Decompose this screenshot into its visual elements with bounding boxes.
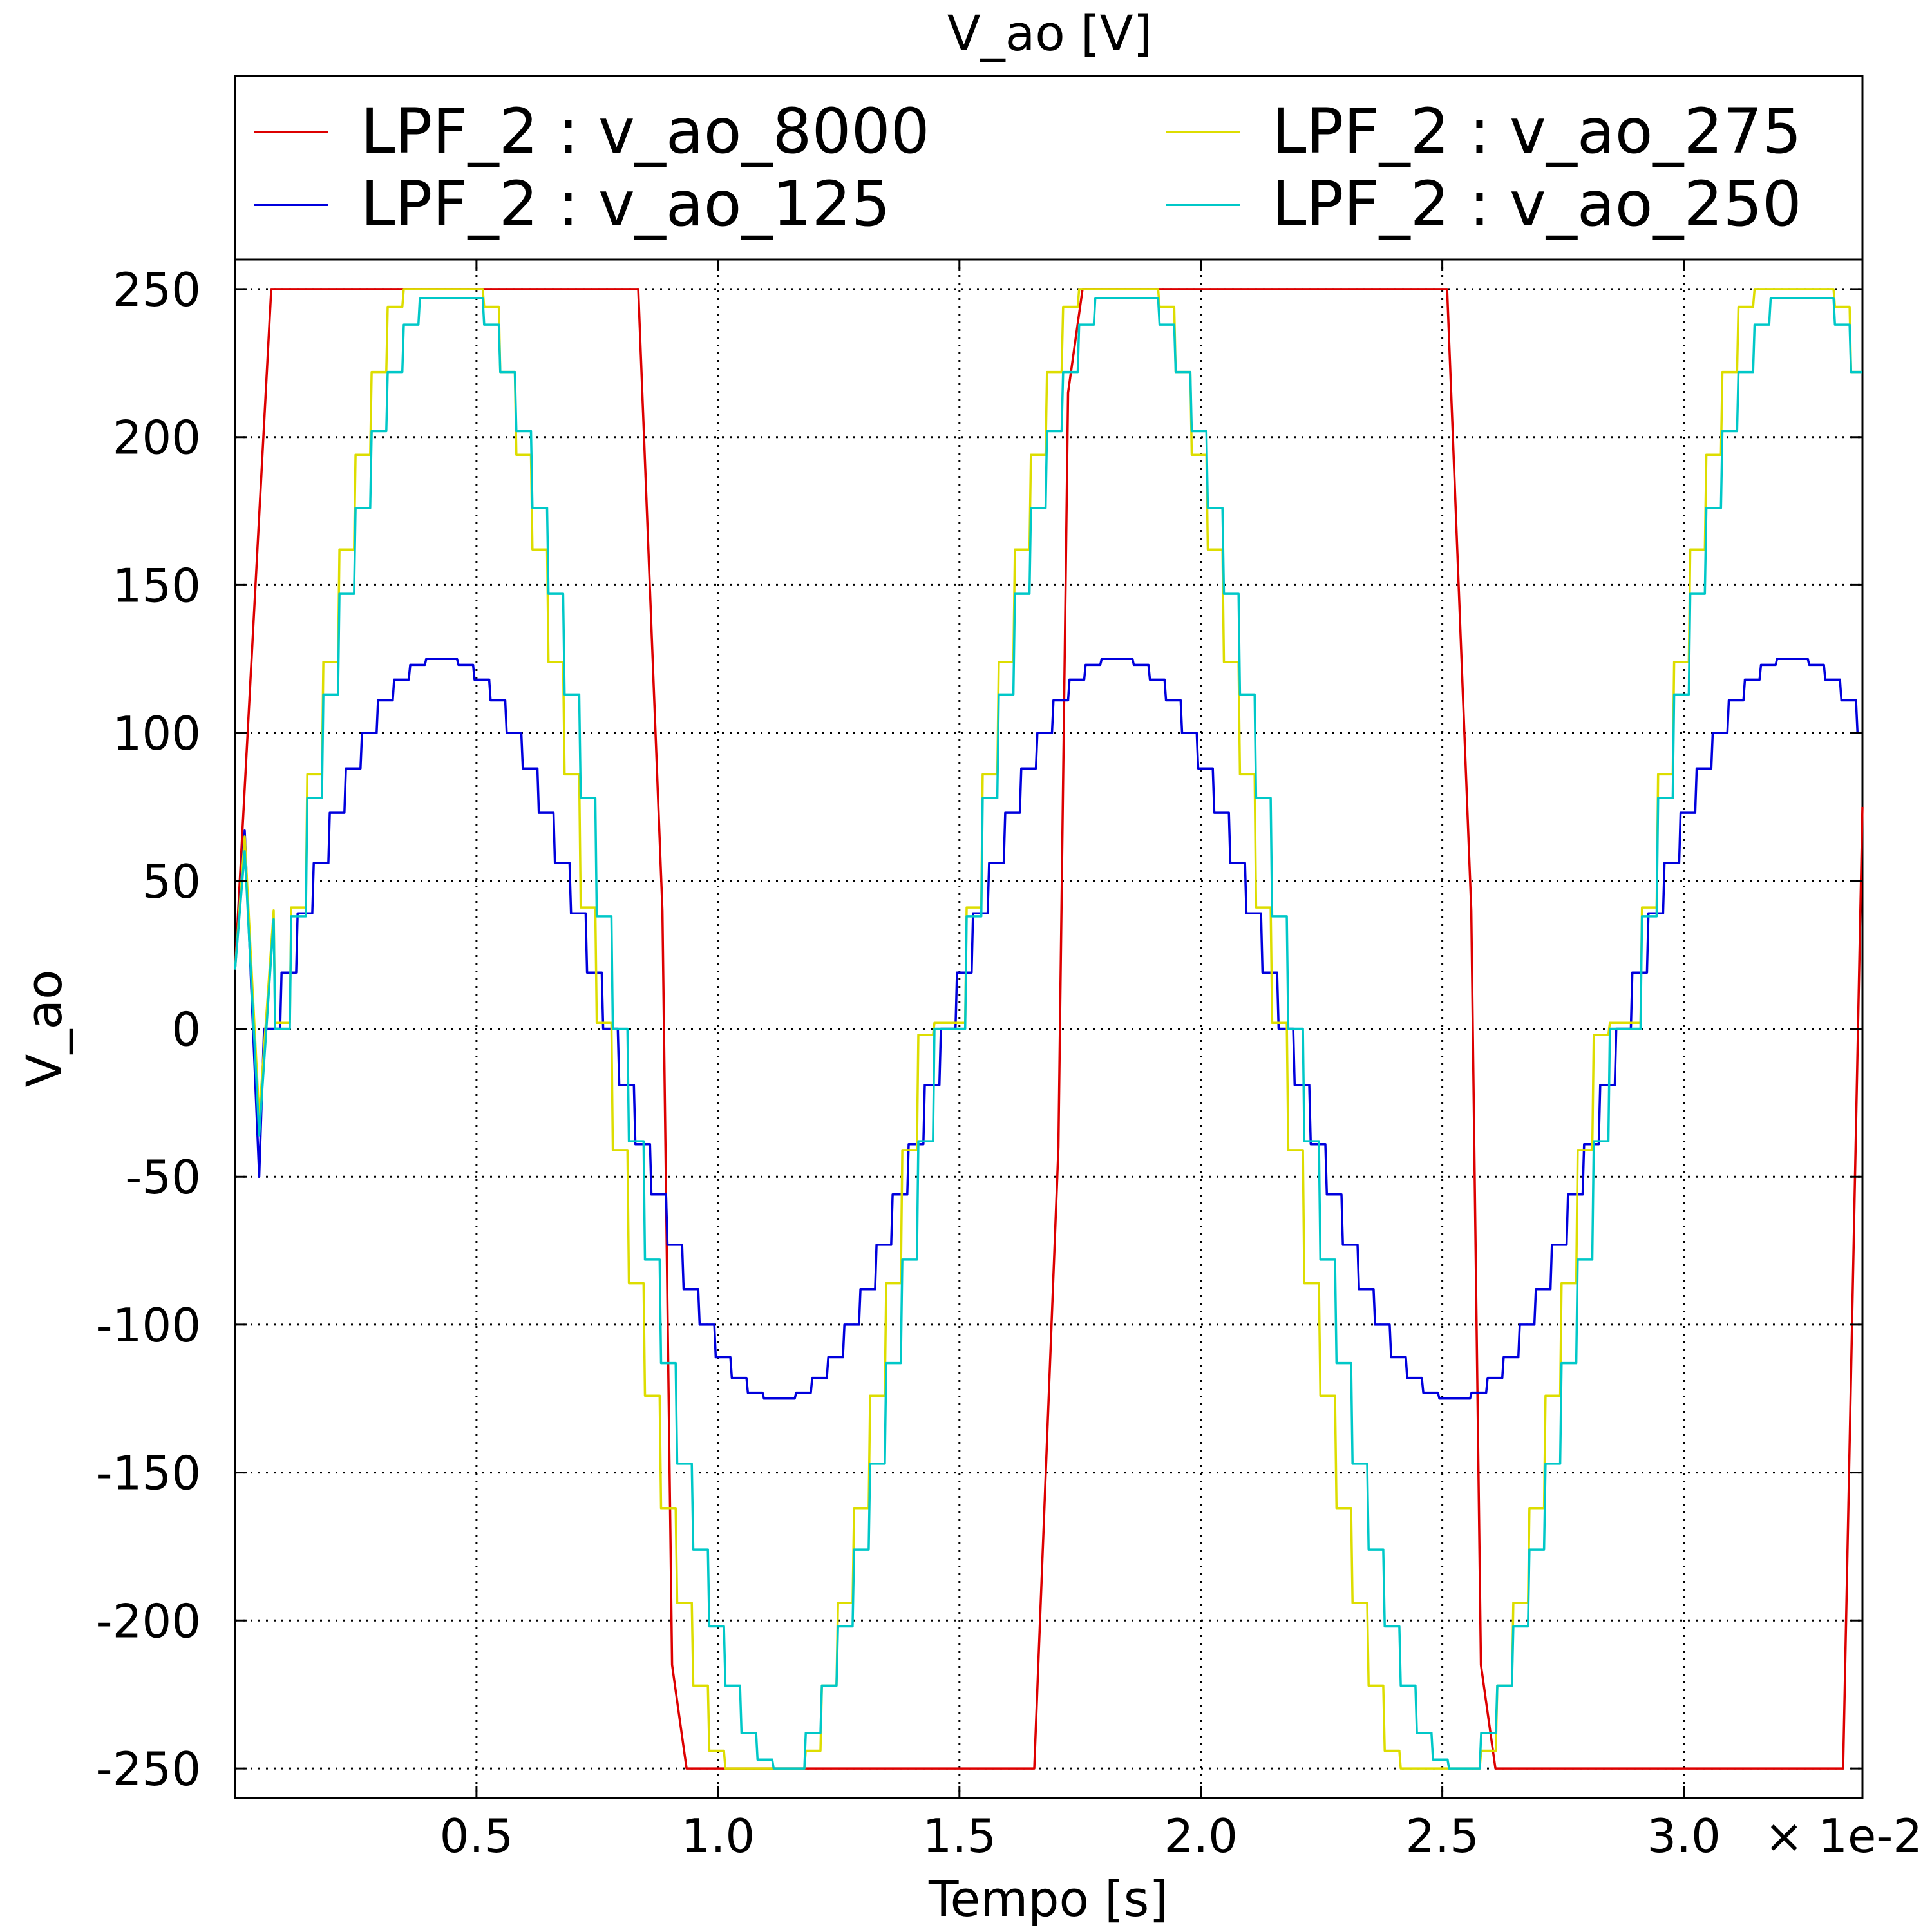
y-axis-label: V_ao — [15, 969, 73, 1087]
x-tick-label: 0.5 — [440, 1809, 514, 1863]
series-layer — [234, 288, 1864, 1770]
y-tick-label: -200 — [96, 1594, 201, 1648]
y-tick-label: -150 — [96, 1446, 201, 1501]
series-line-3 — [234, 296, 1862, 1770]
y-tick-label: 150 — [113, 558, 201, 612]
legend-label: LPF_2 : v_ao_275 — [1272, 95, 1802, 167]
x-tick-label: 3.0 — [1647, 1809, 1721, 1863]
y-tick-label: -50 — [125, 1150, 201, 1204]
ticks: 0.5 1.0 1.5 2.0 2.5 3.0 250 200 150 100 50 0 -50 -100… — [96, 260, 1862, 1863]
grid — [235, 260, 1862, 1798]
y-tick-label: 100 — [113, 706, 201, 761]
legend-label: LPF_2 : v_ao_125 — [361, 168, 891, 240]
y-tick-label: 0 — [171, 1003, 201, 1057]
plot-frame — [234, 75, 1864, 1799]
legend-label: LPF_2 : v_ao_8000 — [361, 95, 930, 167]
y-tick-label: -100 — [96, 1298, 201, 1352]
legend-label: LPF_2 : v_ao_250 — [1272, 168, 1802, 240]
series-line-0 — [234, 288, 1864, 1770]
chart-title: V_ao [V] — [947, 5, 1153, 62]
x-tick-label: 1.5 — [923, 1809, 997, 1863]
x-tick-label: 2.0 — [1164, 1809, 1238, 1863]
y-tick-label: -250 — [96, 1742, 201, 1796]
series-line-1 — [234, 658, 1862, 1400]
x-tick-label: 2.5 — [1405, 1809, 1479, 1863]
y-tick-label: 50 — [142, 855, 201, 909]
y-tick-label: 250 — [113, 263, 201, 317]
x-axis-label: Tempo [s] — [928, 1870, 1168, 1927]
x-tick-label: 1.0 — [681, 1809, 755, 1863]
legend-box — [234, 75, 1864, 261]
y-tick-label: 200 — [113, 411, 201, 465]
x-offset-label: × 1e-2 — [1765, 1809, 1922, 1863]
